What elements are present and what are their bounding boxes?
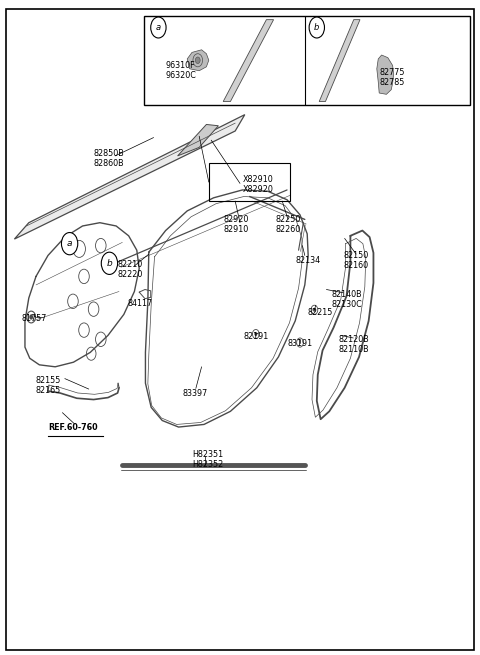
Circle shape — [29, 314, 33, 320]
Polygon shape — [178, 124, 218, 156]
Text: 82150
82160: 82150 82160 — [343, 250, 369, 270]
Circle shape — [151, 17, 166, 38]
Bar — [209, 163, 290, 201]
Text: a: a — [67, 239, 72, 248]
Text: 82775
82785: 82775 82785 — [379, 67, 405, 87]
Text: 82920
82910: 82920 82910 — [223, 215, 249, 234]
Polygon shape — [14, 115, 245, 239]
Text: 82250
82260: 82250 82260 — [276, 215, 301, 234]
Bar — [144, 16, 470, 105]
Circle shape — [309, 17, 324, 38]
Text: 83397: 83397 — [182, 389, 208, 398]
Text: 83191: 83191 — [288, 339, 313, 348]
Polygon shape — [223, 20, 274, 102]
Circle shape — [254, 332, 257, 336]
Text: 82850B
82860B: 82850B 82860B — [94, 149, 124, 168]
Text: 81757: 81757 — [22, 314, 47, 324]
Circle shape — [101, 252, 118, 274]
Text: X82910
X82920: X82910 X82920 — [242, 175, 273, 195]
Text: 82210
82220: 82210 82220 — [118, 260, 143, 280]
Text: 82191: 82191 — [244, 331, 269, 341]
Text: 82134: 82134 — [295, 256, 320, 265]
Text: 82155
82165: 82155 82165 — [36, 375, 61, 395]
Text: 82140B
82130C: 82140B 82130C — [331, 290, 362, 309]
Text: 82215: 82215 — [307, 308, 333, 317]
Polygon shape — [319, 20, 360, 102]
Text: a: a — [156, 23, 161, 32]
Text: REF.60-760: REF.60-760 — [48, 422, 97, 432]
Text: 82120B
82110B: 82120B 82110B — [338, 335, 369, 354]
Text: H82351
H82352: H82351 H82352 — [192, 450, 223, 470]
Polygon shape — [187, 50, 209, 71]
Text: 96310F
96320C: 96310F 96320C — [166, 61, 196, 81]
Text: 84117: 84117 — [127, 299, 152, 308]
Circle shape — [61, 233, 78, 255]
Circle shape — [195, 57, 200, 64]
Text: b: b — [314, 23, 320, 32]
Circle shape — [313, 308, 316, 312]
Text: b: b — [107, 259, 112, 268]
Polygon shape — [377, 55, 394, 94]
